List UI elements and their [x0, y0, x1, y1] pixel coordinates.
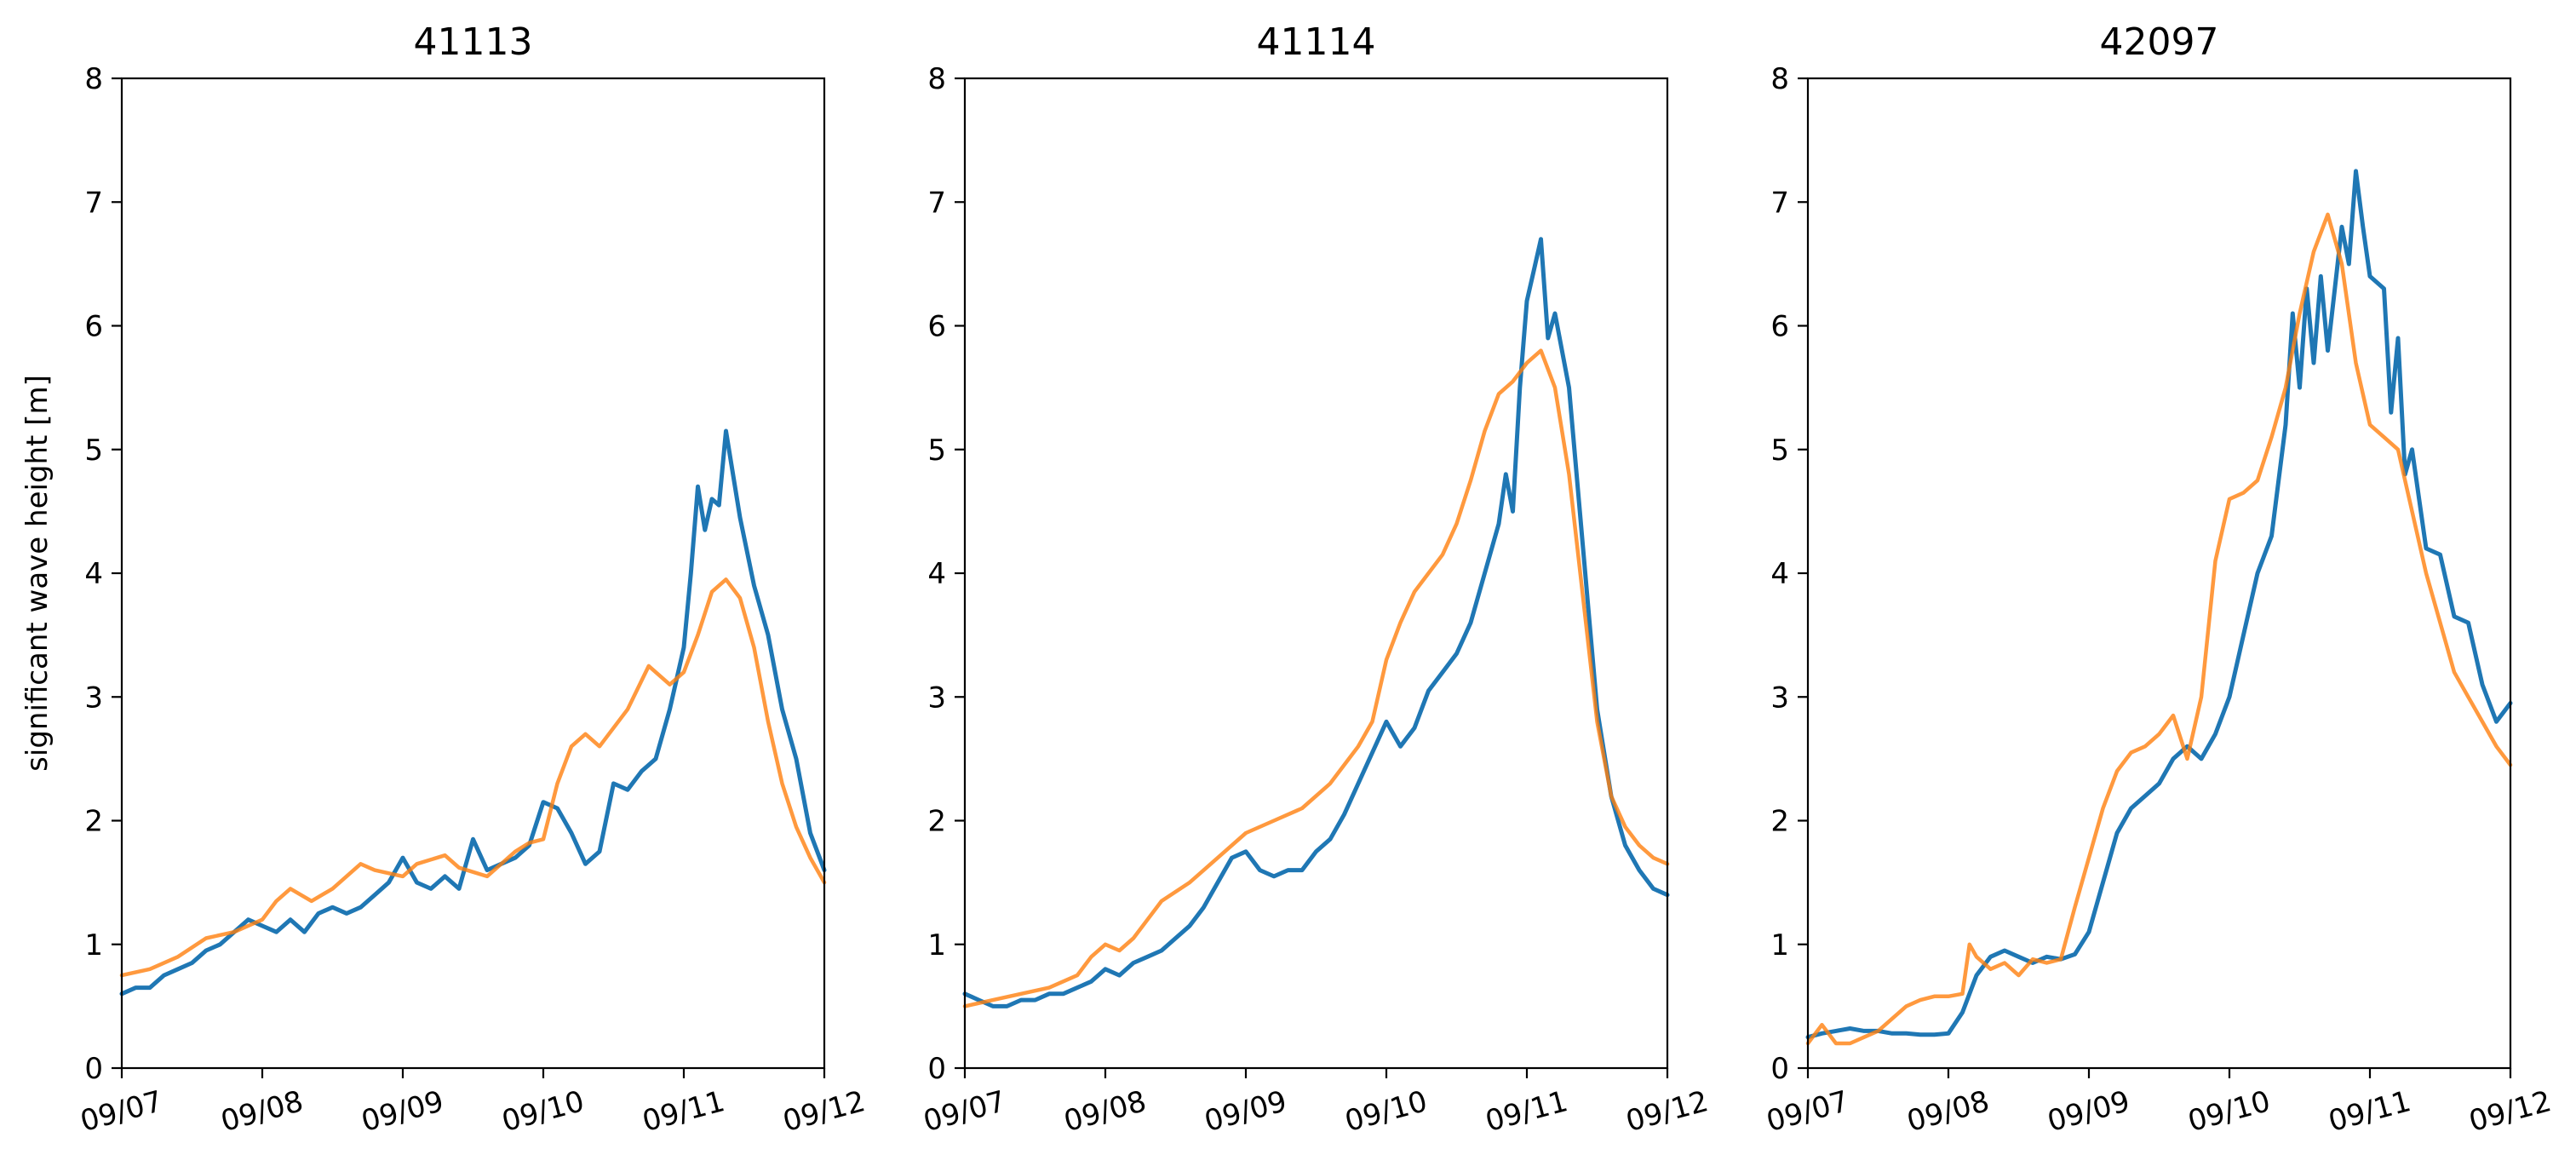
y-tick-label: 6 — [927, 310, 946, 344]
axes-frame — [963, 77, 1669, 1070]
x-tick-label: 09/11 — [2325, 1084, 2414, 1139]
x-tick-label: 09/11 — [639, 1084, 728, 1139]
chart-panel-1: 41114 0 1 2 3 4 5 6 7 8 09/07 09/08 09/09 09/10 09/11 0… — [920, 20, 1712, 1139]
y-tick-label: 2 — [84, 805, 103, 839]
y-tick-label: 1 — [1770, 928, 1789, 962]
y-tick-label: 0 — [84, 1052, 103, 1086]
y-tick-label: 0 — [927, 1052, 946, 1086]
y-tick-label: 2 — [927, 805, 946, 839]
x-tick-label: 09/07 — [77, 1084, 166, 1139]
x-tick-label: 09/09 — [358, 1084, 447, 1139]
chart-panel-0: 41113 0 1 2 3 4 5 6 7 8 09/07 09/08 09/09 09/10 09/11 0… — [20, 20, 869, 1139]
chart-title: 41113 — [414, 20, 533, 64]
y-tick-label: 3 — [84, 681, 103, 715]
x-tick-label: 09/10 — [2184, 1084, 2274, 1139]
chart-title: 42097 — [2100, 20, 2219, 64]
series-line-0 — [119, 428, 827, 997]
y-tick-label: 8 — [1770, 62, 1789, 96]
y-tick-label: 5 — [927, 434, 946, 468]
y-tick-label: 2 — [1770, 805, 1789, 839]
y-tick-label: 4 — [84, 557, 103, 591]
series-line-0 — [962, 237, 1670, 1008]
series-line-1 — [962, 348, 1670, 1008]
y-tick-label: 1 — [84, 928, 103, 962]
y-tick-label: 6 — [1770, 310, 1789, 344]
y-tick-label: 0 — [1770, 1052, 1789, 1086]
y-tick-label: 4 — [927, 557, 946, 591]
y-tick-label: 6 — [84, 310, 103, 344]
y-tick-label: 1 — [927, 928, 946, 962]
x-tick-label: 09/07 — [920, 1084, 1009, 1139]
x-tick-label: 09/07 — [1763, 1084, 1852, 1139]
x-tick-label: 09/11 — [1482, 1084, 1571, 1139]
x-tick-label: 09/10 — [498, 1084, 588, 1139]
chart-title: 41114 — [1257, 20, 1376, 64]
y-tick-label: 5 — [84, 434, 103, 468]
x-tick-label: 09/08 — [1060, 1084, 1150, 1139]
y-tick-label: 7 — [927, 186, 946, 220]
y-tick-label: 3 — [1770, 681, 1789, 715]
series-line-1 — [1805, 212, 2513, 1046]
x-tick-label: 09/10 — [1341, 1084, 1431, 1139]
x-tick-label: 09/12 — [1622, 1084, 1712, 1139]
x-tick-label: 09/09 — [1201, 1084, 1290, 1139]
chart-panel-2: 42097 0 1 2 3 4 5 6 7 8 09/07 09/08 09/09 09/10 09/11 0… — [1763, 20, 2555, 1139]
x-tick-label: 09/12 — [2465, 1084, 2555, 1139]
y-tick-label: 7 — [84, 186, 103, 220]
x-tick-label: 09/09 — [2044, 1084, 2133, 1139]
x-tick-label: 09/08 — [217, 1084, 307, 1139]
y-tick-label: 3 — [927, 681, 946, 715]
y-tick-label: 5 — [1770, 434, 1789, 468]
axes-frame — [120, 77, 826, 1070]
y-tick-label: 7 — [1770, 186, 1789, 220]
series-line-1 — [119, 577, 827, 978]
y-tick-label: 4 — [1770, 557, 1789, 591]
x-tick-label: 09/12 — [779, 1084, 869, 1139]
y-axis-label: significant wave height [m] — [20, 375, 55, 772]
y-tick-label: 8 — [927, 62, 946, 96]
y-tick-label: 8 — [84, 62, 103, 96]
axes-frame — [1806, 77, 2512, 1070]
series-line-0 — [1805, 169, 2513, 1040]
x-tick-label: 09/08 — [1903, 1084, 1993, 1139]
